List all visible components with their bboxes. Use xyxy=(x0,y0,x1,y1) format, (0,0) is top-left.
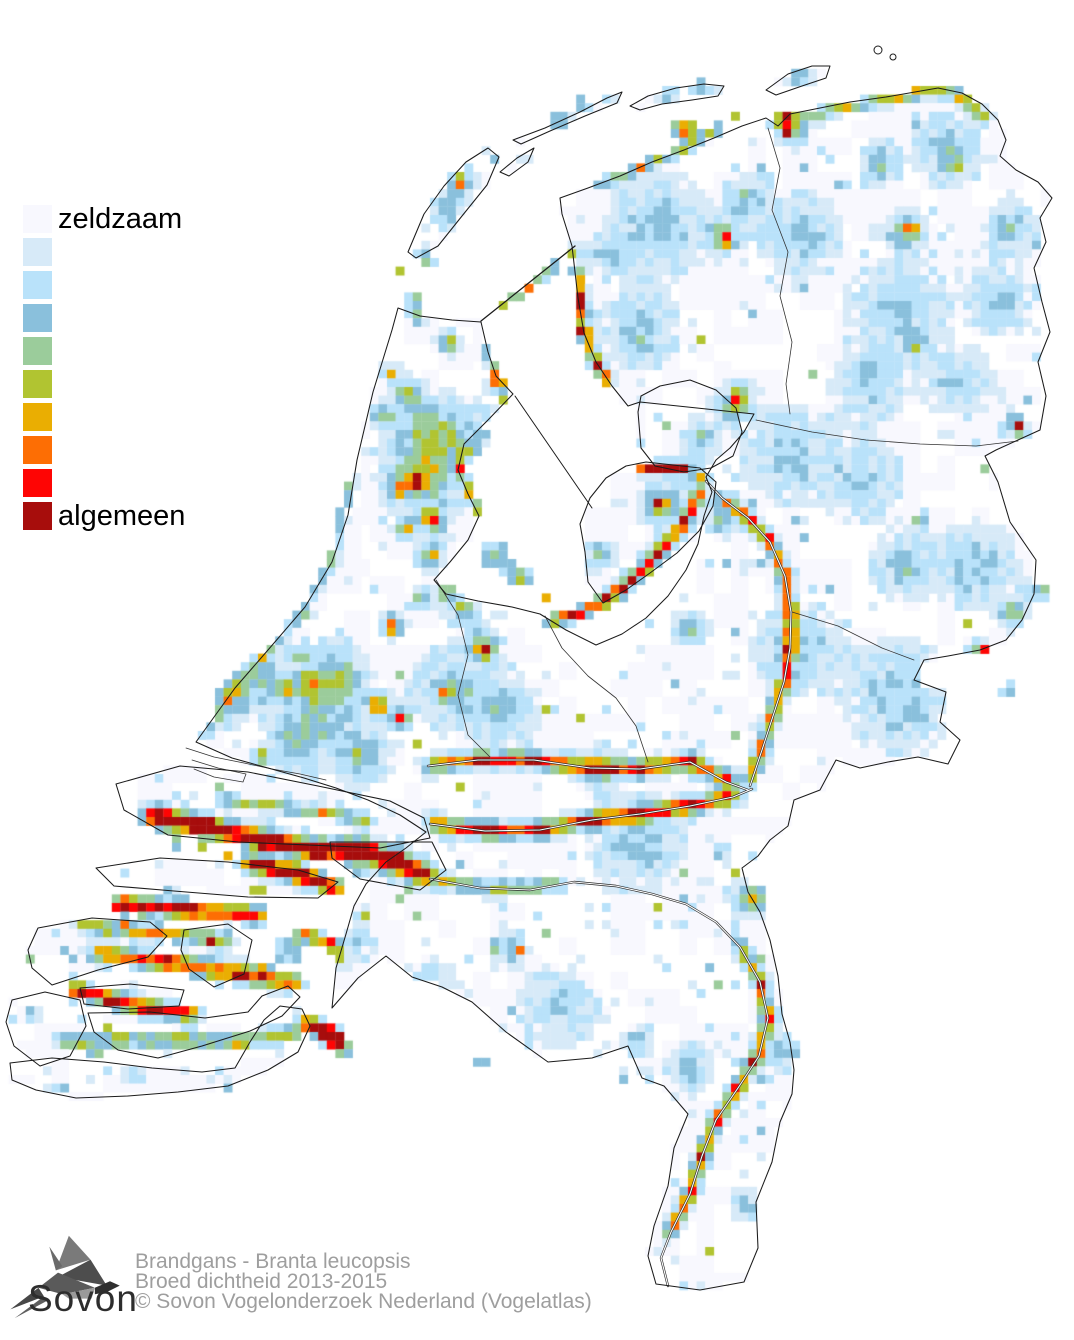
legend-swatch xyxy=(23,337,52,365)
coastline xyxy=(95,857,339,899)
province-border xyxy=(791,611,915,661)
legend-swatch xyxy=(23,370,52,398)
legend-swatch xyxy=(23,502,52,530)
province-border xyxy=(544,615,649,763)
afsluitdijk-line xyxy=(480,245,576,322)
islet-outline xyxy=(873,45,883,55)
coastline xyxy=(407,147,500,259)
coastline xyxy=(180,923,253,988)
coastline xyxy=(329,841,447,891)
caption-subject: Broed dichtheid 2013-2015 xyxy=(135,1270,388,1293)
sovon-logo-text: Sovon xyxy=(28,1278,138,1319)
coastline xyxy=(115,765,431,849)
coastline xyxy=(9,1005,311,1099)
legend-swatch xyxy=(23,304,52,332)
islet-outline xyxy=(889,53,897,61)
river-line-inner xyxy=(705,480,792,787)
caption-species: Brandgans - Branta leucopsis xyxy=(135,1250,411,1273)
province-border xyxy=(767,127,793,415)
coastline xyxy=(637,379,743,473)
river-line-inner xyxy=(429,788,753,832)
river-line-inner xyxy=(427,759,749,791)
caption-copyright: © Sovon Vogelonderzoek Nederland (Vogela… xyxy=(135,1290,592,1313)
legend-label-common: algemeen xyxy=(58,500,186,532)
map-caption: Brandgans - Branta leucopsis Broed dicht… xyxy=(135,1250,592,1313)
province-border xyxy=(191,759,247,783)
river-line xyxy=(428,787,754,833)
legend-swatch xyxy=(23,403,52,431)
province-border xyxy=(435,579,491,758)
coastline xyxy=(27,917,168,986)
houtribdijk-line xyxy=(514,395,593,509)
river-line xyxy=(704,479,793,788)
coastline xyxy=(87,985,301,1059)
legend-swatch xyxy=(23,469,52,497)
province-border xyxy=(755,419,1019,447)
river-line xyxy=(426,758,750,792)
legend-swatch xyxy=(23,271,52,299)
legend-swatch xyxy=(23,436,52,464)
river-line xyxy=(428,877,770,1288)
coastline xyxy=(195,87,1053,1291)
coastline xyxy=(579,461,717,604)
legend-swatch xyxy=(23,205,52,233)
coastline xyxy=(629,83,725,111)
coastline xyxy=(79,983,185,1010)
coastline xyxy=(765,65,831,96)
coastline xyxy=(499,147,535,177)
legend-label-rare: zeldzaam xyxy=(58,203,183,235)
province-border xyxy=(185,747,327,781)
legend-swatch xyxy=(23,238,52,266)
sovon-logo-swallow-icon xyxy=(10,1235,120,1319)
coastline xyxy=(512,91,623,145)
river-line-inner xyxy=(429,878,769,1287)
coastline xyxy=(5,991,87,1067)
